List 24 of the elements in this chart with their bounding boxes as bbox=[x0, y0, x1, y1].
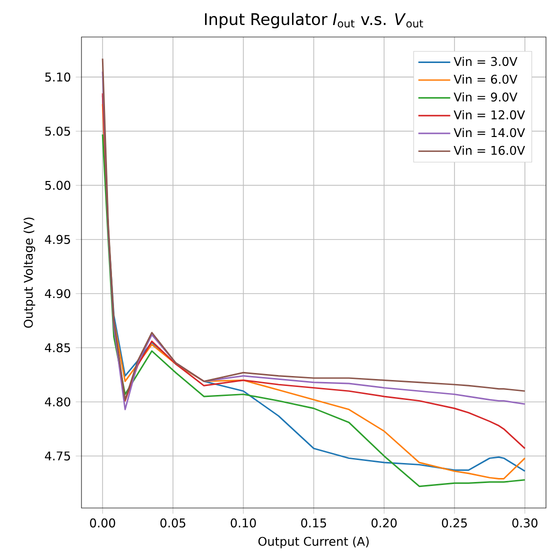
x-tick-label: 0.05 bbox=[160, 518, 186, 528]
x-tick-label: 0.25 bbox=[442, 518, 467, 528]
y-tick-label: 5.05 bbox=[45, 126, 70, 136]
y-tick-label: 4.95 bbox=[44, 234, 70, 244]
x-tick-label: 0.10 bbox=[230, 518, 256, 528]
x-axis-title: Output Current (A) bbox=[258, 536, 369, 548]
y-tick-label: 4.90 bbox=[44, 289, 70, 298]
legend-label: Vin = 12.0V bbox=[454, 110, 526, 120]
y-tick-label: 4.75 bbox=[44, 452, 70, 460]
y-tick-label: 5.00 bbox=[45, 180, 70, 190]
legend-label: Vin = 3.0V bbox=[454, 56, 518, 66]
y-axis-title: Output Voltage (V) bbox=[24, 218, 36, 328]
x-tick-label: 0.30 bbox=[512, 518, 538, 528]
y-tick-label: 4.80 bbox=[44, 397, 70, 406]
x-tick-label: 0.20 bbox=[372, 518, 397, 528]
chart-title: Input Regulator I$_{out}$ v.s. V$_{out}$ bbox=[205, 12, 424, 28]
y-tick-label: 4.85 bbox=[44, 343, 70, 352]
legend-label: Vin = 16.0V bbox=[454, 146, 526, 155]
x-tick-label: 0.15 bbox=[301, 518, 326, 528]
x-tick-label: 0.00 bbox=[90, 518, 116, 528]
legend-label: Vin = 9.0V bbox=[454, 92, 518, 102]
legend-label: Vin = 6.0V bbox=[454, 74, 518, 84]
legend-label: Vin = 14.0V bbox=[454, 128, 526, 138]
y-tick-label: 5.10 bbox=[45, 72, 70, 82]
